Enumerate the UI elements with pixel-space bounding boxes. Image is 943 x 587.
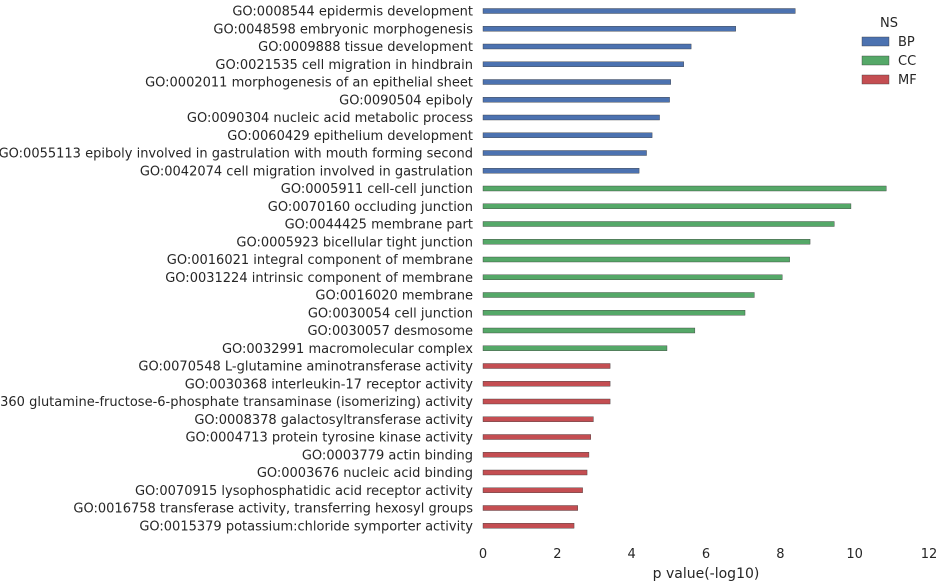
category-label: GO:0016021 integral component of membran… [167,253,473,268]
bar-bp [482,79,671,85]
legend-swatch-bp [861,36,890,47]
bar-mf [482,487,583,493]
category-label: GO:0044425 membrane part [285,218,473,233]
bar-mf [482,398,611,405]
legend-label-cc: CC [898,54,916,69]
bar-bp [482,8,796,14]
category-label: GO:0030054 cell junction [308,306,473,321]
x-axis-ticks: 0 2 4 6 8 10 12 [479,547,937,562]
category-label: GO:0090504 epiboly [339,93,473,108]
bar-bp [482,132,653,138]
x-tick-label: 4 [628,547,636,562]
x-tick-label: 2 [553,547,561,562]
bar-mf [482,523,575,529]
category-label: GO:0060429 epithelium development [227,129,473,144]
bar-cc [482,239,811,245]
bar-mf [482,452,590,458]
bar-mf [482,469,588,476]
bar-mf [482,416,594,422]
bar-bp [482,61,684,67]
bar-bp [482,114,660,121]
legend-swatch-cc [861,55,890,66]
category-label: GO:0032991 macromolecular complex [222,342,473,357]
category-label: GO:0048598 embryonic morphogenesis [213,22,473,37]
bar-cc [482,274,783,280]
x-tick-label: 10 [846,547,863,562]
category-label: GO:0015379 potassium:chloride symporter … [139,519,473,534]
bar-cc [482,221,835,227]
legend-label-bp: BP [898,35,915,50]
category-label: GO:0016758 transferase activity, transfe… [73,502,473,517]
category-label: GO:0008378 galactosyltransferase activit… [194,413,473,428]
category-label: GO:0008544 epidermis development [232,5,473,20]
category-label: GO:0030057 desmosome [307,324,473,339]
bar-cc [482,327,696,334]
bar-bp [482,97,670,103]
bar-bp [482,168,640,174]
category-label: GO:0055113 epiboly involved in gastrulat… [0,147,473,162]
category-label: GO:0031224 intrinsic component of membra… [165,271,473,286]
legend: NS BP CC MF [861,16,917,88]
bar-bp [482,43,692,50]
bar-cc [482,310,746,316]
legend-swatch-mf [861,74,890,85]
category-label: GO:0070915 lysophosphatidic acid recepto… [135,484,473,499]
category-label: GO:0005911 cell-cell junction [281,182,473,197]
category-label: GO:0004360 glutamine-fructose-6-phosphat… [0,395,473,410]
category-label: GO:0003779 actin binding [302,448,473,463]
bar-cc [482,185,887,192]
category-labels: GO:0008544 epidermis development GO:00485… [0,5,473,535]
category-label: GO:0070160 occluding junction [268,200,473,215]
category-label: GO:0070548 L-glutamine aminotransferase … [138,360,473,375]
category-label: GO:0009888 tissue development [258,40,473,55]
legend-label-mf: MF [898,73,917,88]
category-label: GO:0030368 interleukin-17 receptor activ… [185,377,474,392]
x-tick-label: 8 [776,547,784,562]
category-label: GO:0090304 nucleic acid metabolic proces… [187,111,473,126]
bar-cc [482,256,790,263]
category-label: GO:0003676 nucleic acid binding [257,466,473,481]
x-tick-label: 6 [702,547,710,562]
bar-cc [482,345,668,351]
x-tick-label: 0 [479,547,487,562]
category-label: GO:0005923 bicellular tight junction [236,235,473,250]
bar-bp [482,150,647,156]
legend-title: NS [880,16,898,31]
bar-bp [482,26,736,32]
bar-mf [482,434,591,440]
x-axis-title: p value(-log10) [653,566,760,582]
bar-cc [482,203,852,209]
bar-cc [482,292,755,298]
category-label: GO:0016020 membrane [315,289,473,304]
category-label: GO:0042074 cell migration involved in ga… [140,164,473,179]
bar-mf [482,381,611,387]
x-tick-label: 12 [921,547,938,562]
bars-layer [482,8,887,529]
category-label: GO:0002011 morphogenesis of an epithelia… [145,76,473,91]
bar-mf [482,505,578,511]
category-label: GO:0004713 protein tyrosine kinase activ… [185,431,473,446]
category-label: GO:0021535 cell migration in hindbrain [215,58,473,73]
bar-mf [482,363,611,369]
